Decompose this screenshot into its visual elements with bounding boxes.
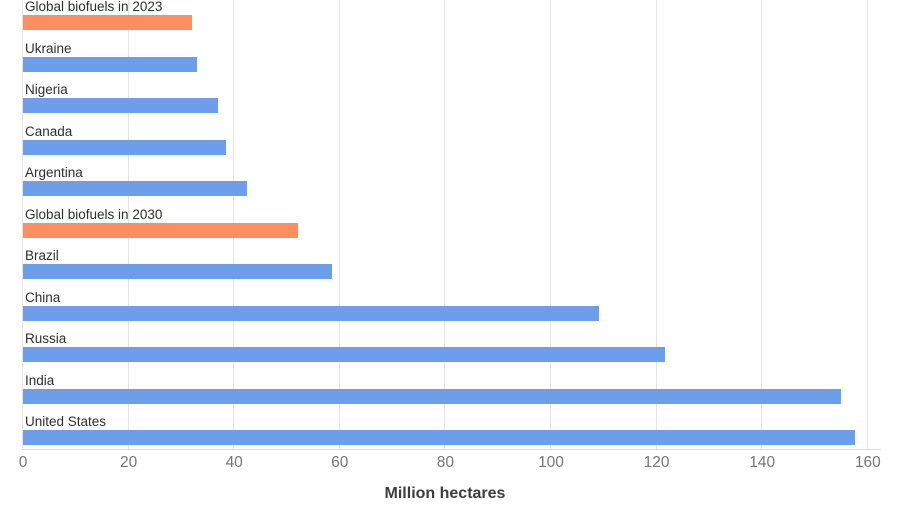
x-tick-label-20: 20	[119, 454, 138, 471]
bar-label: Argentina	[25, 165, 83, 180]
x-tick-label-60: 60	[331, 454, 349, 471]
bar-label: Russia	[25, 331, 67, 346]
bar-row: Global biofuels in 2030	[0, 206, 900, 249]
gridline-x-100	[550, 0, 551, 449]
bar	[23, 430, 855, 445]
bar	[23, 222, 298, 238]
bar-label: United States	[25, 414, 107, 429]
bar-row: Global biofuels in 2023	[0, 0, 900, 41]
bar	[23, 15, 192, 30]
x-tick-label-0: 0	[18, 454, 28, 471]
bar-row: Nigeria	[0, 82, 900, 124]
bar-label: Brazil	[25, 248, 59, 263]
bar-row: India	[0, 372, 900, 415]
gridline-x-160	[866, 0, 868, 449]
bar-label: Canada	[25, 123, 73, 139]
bar-row: Ukraine	[0, 40, 900, 83]
bar	[23, 388, 842, 404]
gridline-x-140	[761, 0, 763, 449]
gridline-x-60	[338, 0, 340, 449]
x-tick-label-40: 40	[225, 454, 243, 471]
x-axis-line	[22, 449, 881, 450]
bar-row: Argentina	[0, 165, 900, 207]
bar	[23, 98, 219, 113]
bar	[23, 264, 332, 279]
bar-row: Canada	[0, 123, 900, 166]
bar-label: Global biofuels in 2023	[25, 0, 163, 14]
bar-label: Global biofuels in 2030	[25, 206, 163, 222]
x-tick-label-140: 140	[749, 454, 776, 471]
gridline-x-80	[444, 0, 446, 449]
bar	[23, 139, 227, 155]
gridline-x-0	[22, 0, 23, 449]
bar-label: India	[25, 372, 55, 388]
x-tick-label-100: 100	[538, 454, 564, 471]
x-tick-label-80: 80	[436, 454, 455, 471]
x-axis-title: Million hectares	[384, 485, 506, 502]
gridline-x-120	[655, 0, 657, 449]
bar-row: Brazil	[0, 248, 900, 290]
bar-row: United States	[0, 414, 900, 456]
bar-row: China	[0, 289, 900, 332]
x-tick-label-120: 120	[643, 454, 670, 471]
bar	[23, 347, 665, 362]
bar-row: Russia	[0, 331, 900, 373]
bar	[23, 305, 599, 321]
bar-label: Ukraine	[25, 40, 72, 56]
bar	[23, 56, 198, 72]
bar-label: Nigeria	[25, 82, 68, 97]
bar	[23, 181, 248, 196]
x-tick-label-160: 160	[854, 454, 881, 471]
bar-label: China	[25, 289, 61, 305]
